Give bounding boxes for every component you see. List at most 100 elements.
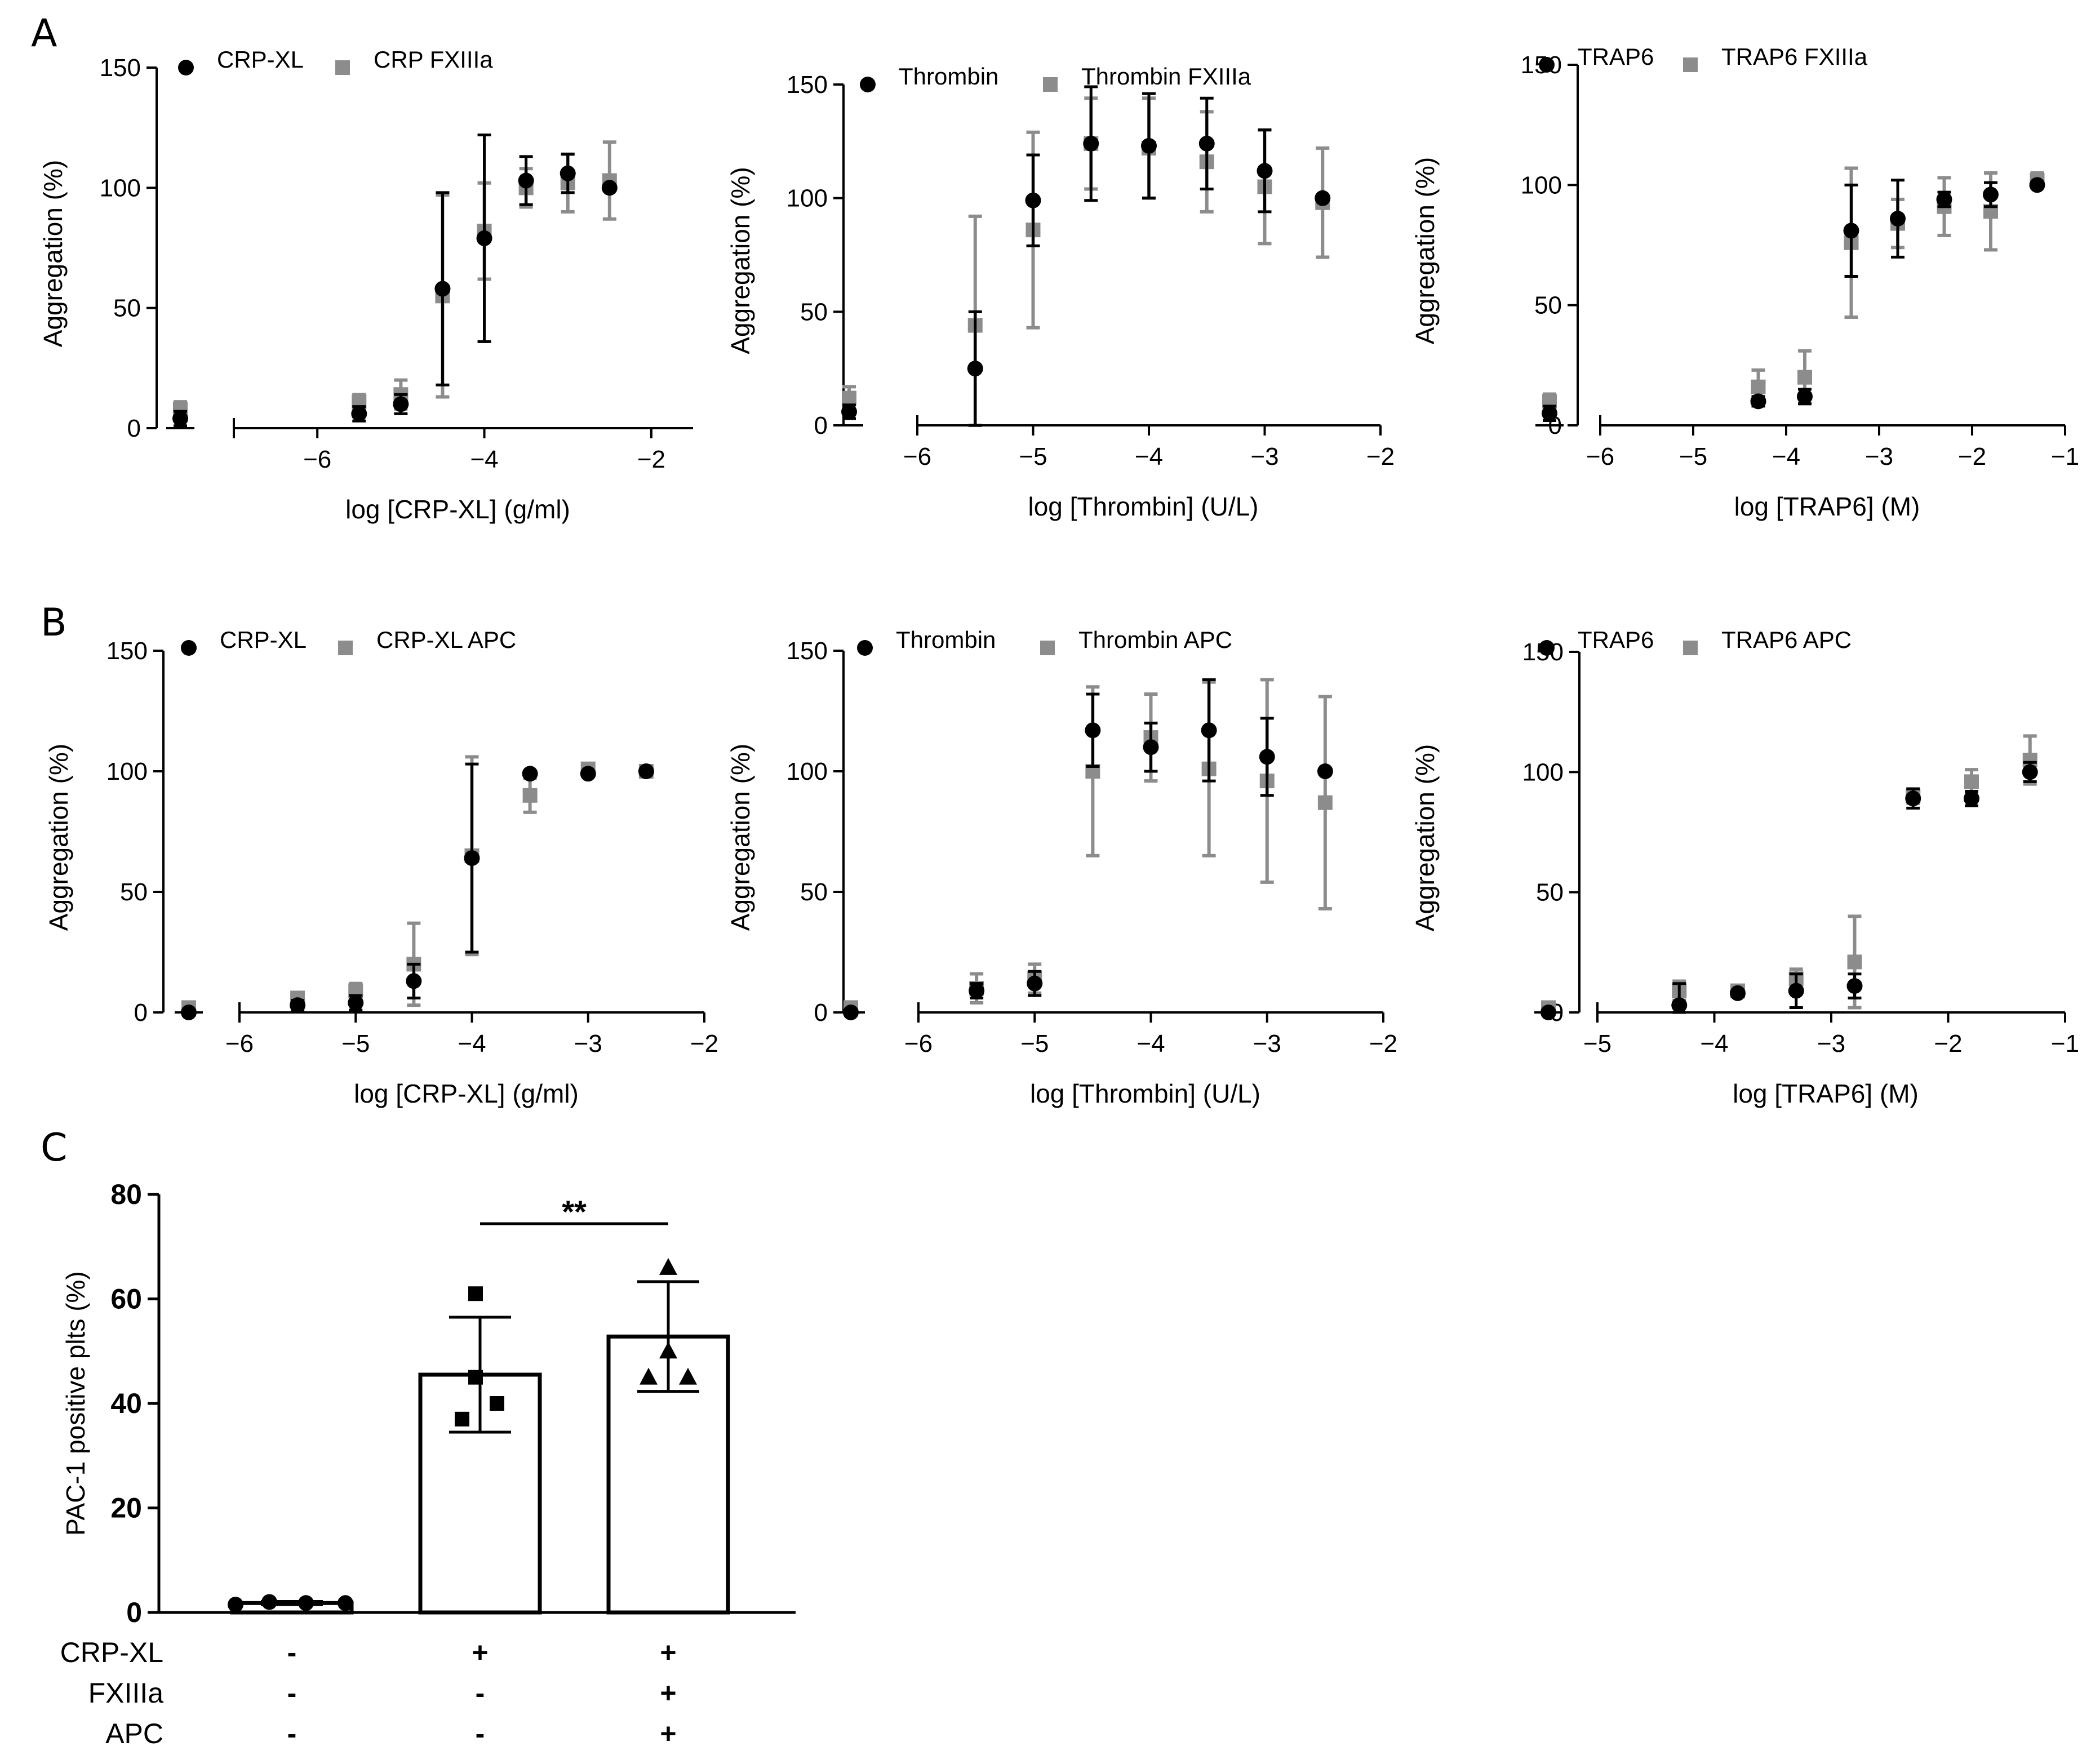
x-tick-label: −2 xyxy=(637,446,665,473)
data-point xyxy=(1843,223,1859,239)
bar-group-0 xyxy=(228,1594,354,1615)
data-point xyxy=(679,1367,697,1385)
data-point xyxy=(351,406,367,422)
x-tick-label: −1 xyxy=(2051,1030,2079,1057)
data-point xyxy=(638,763,654,779)
data-point xyxy=(455,1411,469,1427)
bar-group-1 xyxy=(418,1286,542,1615)
data-point xyxy=(1936,191,1952,207)
legend-label: Thrombin xyxy=(899,63,998,90)
panel-label-b: B xyxy=(41,601,67,645)
legend-marker xyxy=(1539,640,1555,656)
x-tick-label: −2 xyxy=(1369,1030,1397,1057)
chart-c: 0 20 40 60 80 PAC-1 positive plts (%) - - - + - - + +… xyxy=(60,1179,796,1749)
y-tick-label: 50 xyxy=(113,295,141,322)
data-point-baseline xyxy=(842,390,856,406)
condition-sign: + xyxy=(660,1637,676,1668)
x-tick-label: −3 xyxy=(1253,1030,1281,1057)
legend-marker xyxy=(1683,57,1698,72)
series-0 xyxy=(841,85,1331,427)
x-tick-label: −5 xyxy=(1679,443,1707,470)
data-point xyxy=(1315,190,1331,206)
legend-label: TRAP6 xyxy=(1578,626,1654,653)
data-point xyxy=(434,281,451,297)
legend-marker xyxy=(860,77,876,92)
data-point-baseline xyxy=(841,403,857,420)
x-tick-label: −5 xyxy=(1583,1030,1611,1057)
y-tick-label: 40 xyxy=(110,1388,142,1419)
data-point xyxy=(560,165,576,181)
legend-marker xyxy=(335,60,350,75)
legend-label: Thrombin FXIIIa xyxy=(1081,63,1251,90)
condition-row-label: CRP-XL xyxy=(60,1637,163,1668)
y-tick-label: 50 xyxy=(120,878,148,906)
data-point xyxy=(659,1258,677,1275)
x-tick-label: −6 xyxy=(303,446,331,473)
data-point xyxy=(1751,379,1766,394)
legend-label: CRP FXIIIa xyxy=(374,46,493,73)
series-0 xyxy=(172,133,618,428)
x-tick-label: −3 xyxy=(1250,443,1278,470)
data-point xyxy=(476,230,492,246)
series-0 xyxy=(1540,761,2038,1020)
y-tick-label: 150 xyxy=(787,637,828,665)
legend-marker xyxy=(1539,57,1555,73)
data-point xyxy=(1143,739,1159,756)
condition-sign: - xyxy=(476,1677,485,1709)
x-tick-label: −4 xyxy=(458,1030,486,1057)
x-axis-title: log [CRP-XL] (g/ml) xyxy=(354,1079,579,1108)
data-point xyxy=(1983,186,1999,203)
legend-marker xyxy=(181,640,197,656)
data-point xyxy=(601,180,618,196)
y-tick-label: 0 xyxy=(127,415,141,442)
data-point xyxy=(406,973,422,989)
condition-sign: - xyxy=(287,1718,297,1749)
charts: 0 50 100 150 −6 −4 −2 log [CRP-XL] (g/ml) Aggreg… xyxy=(38,43,2079,1749)
chart-b2: 0 50 100 150 −6 −5 −4 −3 −2 log [Thrombin] (U/L) A… xyxy=(726,626,1397,1108)
x-tick-label: −4 xyxy=(470,446,498,473)
data-point xyxy=(228,1597,243,1613)
chart-a1: 0 50 100 150 −6 −4 −2 log [CRP-XL] (g/ml) Aggreg… xyxy=(38,46,693,524)
x-tick-label: −6 xyxy=(1586,443,1614,470)
data-point xyxy=(468,1286,483,1301)
series-0 xyxy=(843,678,1333,1020)
data-point xyxy=(1141,137,1157,154)
y-tick-label: 150 xyxy=(106,637,148,665)
x-tick-label: −5 xyxy=(1019,443,1047,470)
data-point-baseline xyxy=(1542,405,1557,421)
panel-label-c: C xyxy=(41,1126,67,1170)
y-tick-label: 100 xyxy=(1522,758,1564,786)
y-tick-label: 80 xyxy=(110,1179,142,1210)
data-point xyxy=(1317,763,1333,779)
data-point xyxy=(522,766,538,782)
condition-sign: + xyxy=(660,1677,676,1709)
y-axis-title: Aggregation (%) xyxy=(1410,744,1440,931)
y-tick-label: 20 xyxy=(110,1492,142,1524)
data-point xyxy=(967,361,983,377)
data-point xyxy=(2022,764,2038,780)
x-tick-label: −4 xyxy=(1772,443,1800,470)
data-point xyxy=(522,788,538,803)
condition-row-label: APC xyxy=(105,1718,163,1749)
y-tick-label: 100 xyxy=(1521,171,1562,199)
x-tick-label: −3 xyxy=(1865,443,1893,470)
data-point xyxy=(393,396,409,412)
data-point xyxy=(464,850,480,867)
data-point xyxy=(1797,370,1812,385)
x-tick-label: −4 xyxy=(1135,443,1163,470)
data-point xyxy=(659,1341,677,1359)
condition-sign: - xyxy=(287,1677,297,1709)
legend-marker xyxy=(178,60,194,75)
data-point xyxy=(1846,978,1863,994)
data-point xyxy=(1027,975,1043,992)
y-axis-title: Aggregation (%) xyxy=(38,160,68,347)
data-point-baseline xyxy=(181,1005,197,1020)
y-axis-title: PAC-1 positive plts (%) xyxy=(61,1271,90,1536)
series-1 xyxy=(173,140,617,418)
x-axis-title: log [Thrombin] (U/L) xyxy=(1028,492,1258,521)
data-point-baseline xyxy=(843,1005,859,1020)
data-point xyxy=(1198,135,1215,152)
